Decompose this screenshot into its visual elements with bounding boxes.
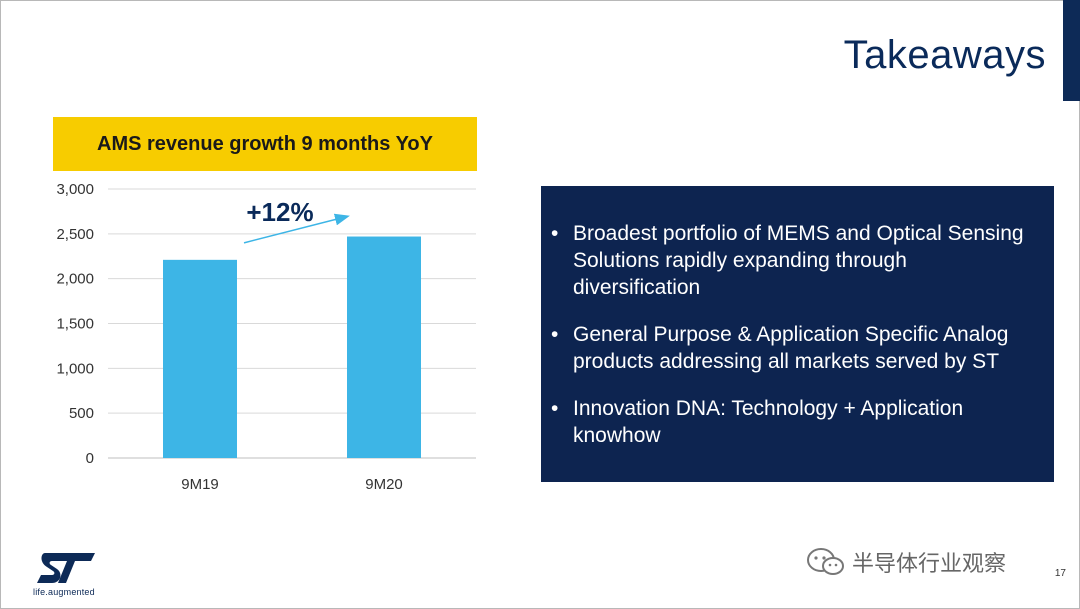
takeaways-list: • Broadest portfolio of MEMS and Optical … — [549, 220, 1038, 449]
wechat-icon — [807, 548, 844, 575]
x-tick-label: 9M19 — [181, 476, 219, 493]
y-tick-label: 0 — [86, 450, 94, 467]
watermark: 半导体行业观察 — [806, 546, 1006, 578]
takeaway-text: Broadest portfolio of MEMS and Optical S… — [573, 222, 1024, 299]
st-logo-icon — [37, 553, 95, 583]
chart-title-box: AMS revenue growth 9 months YoY — [53, 117, 477, 171]
takeaway-text: General Purpose & Application Specific A… — [573, 323, 1009, 373]
y-tick-label: 2,000 — [56, 271, 94, 288]
bar — [347, 236, 421, 458]
title-accent-bar — [1063, 0, 1080, 101]
bullet-dot: • — [551, 222, 559, 245]
watermark-text: 半导体行业观察 — [852, 551, 1007, 576]
chart-title: AMS revenue growth 9 months YoY — [97, 132, 433, 155]
bar — [163, 259, 237, 458]
takeaway-item: • General Purpose & Application Specific … — [549, 321, 1038, 375]
slide-title: Takeaways — [843, 33, 1046, 77]
y-tick-label: 1,000 — [56, 360, 94, 377]
bullet-dot: • — [551, 397, 559, 420]
bullet-dot: • — [551, 323, 559, 346]
y-tick-label: 1,500 — [56, 316, 94, 333]
y-tick-label: 500 — [69, 405, 94, 422]
takeaway-item: • Broadest portfolio of MEMS and Optical … — [549, 220, 1038, 301]
x-tick-label: 9M20 — [365, 476, 403, 493]
growth-arrow — [243, 213, 350, 244]
takeaway-item: • Innovation DNA: Technology + Applicatio… — [549, 395, 1038, 449]
page-number: 17 — [1054, 568, 1066, 579]
y-tick-label: 3,000 — [56, 181, 94, 198]
y-tick-label: 2,500 — [56, 226, 94, 243]
growth-label: +12% — [246, 197, 313, 227]
logo-tagline: life.augmented — [33, 587, 95, 597]
takeaway-text: Innovation DNA: Technology + Application… — [573, 397, 964, 447]
takeaways-panel: • Broadest portfolio of MEMS and Optical … — [541, 186, 1054, 482]
